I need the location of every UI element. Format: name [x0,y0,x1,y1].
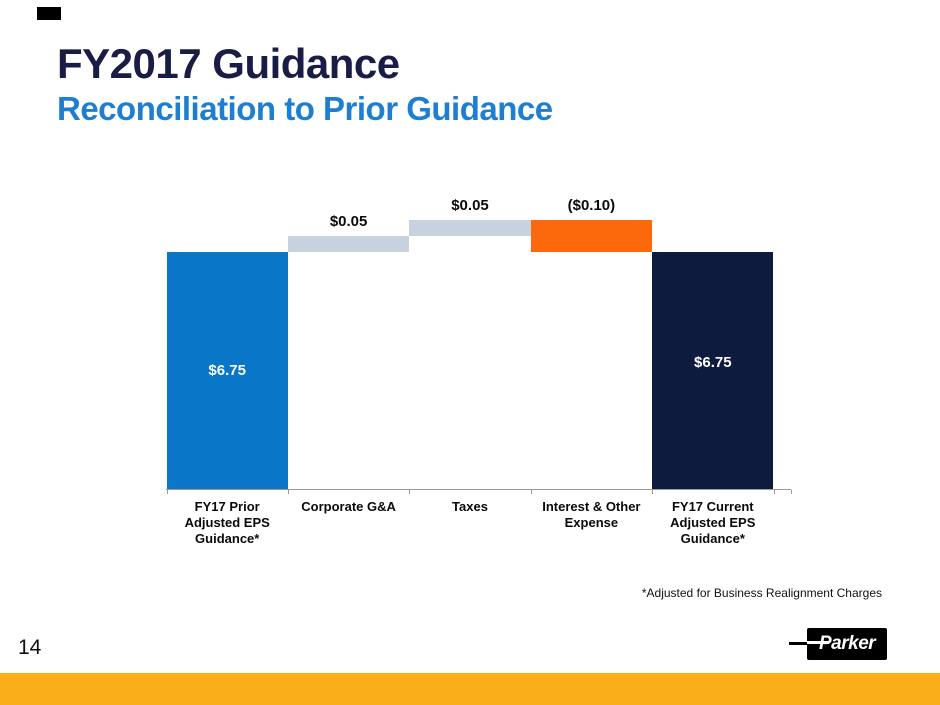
bar-value-label: $6.75 [208,362,246,379]
x-axis-tick [530,490,532,494]
chart-bar [530,219,653,252]
parker-logo: Parker [789,628,887,660]
x-axis-tick [791,490,792,494]
x-axis-tick [287,490,289,494]
page-number: 14 [18,636,42,659]
x-axis-tick [166,490,168,494]
category-label: FY17 Current Adjusted EPS Guidance* [670,499,756,546]
chart-bar [409,219,531,236]
top-left-black-mark [37,7,61,20]
slide-title: FY2017 Guidance [57,40,400,87]
category-label: Corporate G&A [301,499,396,514]
x-axis-line [165,489,791,490]
x-axis-tick [652,490,654,494]
chart-bar: $6.75 [166,252,288,490]
slide-subtitle: Reconciliation to Prior Guidance [57,90,553,127]
bar-value-label: $0.05 [451,196,489,214]
bar-value-label: $6.75 [694,354,732,371]
logo-text: Parker [819,633,876,654]
chart-bar [287,235,410,252]
bar-value-label: $0.05 [329,212,368,230]
footnote: *Adjusted for Business Realignment Charg… [641,586,882,600]
bottom-accent-band [0,673,940,705]
chart-bar: $6.75 [652,252,774,490]
x-axis-tick [773,490,775,494]
bar-value-label: ($0.10) [567,196,616,214]
x-axis-tick [409,490,411,494]
category-label: FY17 Prior Adjusted EPS Guidance* [184,499,270,546]
logo-dash-inner [807,641,829,644]
category-label: Taxes [452,499,488,514]
logo-dash-outer [789,642,811,645]
category-label: Interest & Other Expense [542,499,641,530]
logo-box: Parker [807,628,887,660]
